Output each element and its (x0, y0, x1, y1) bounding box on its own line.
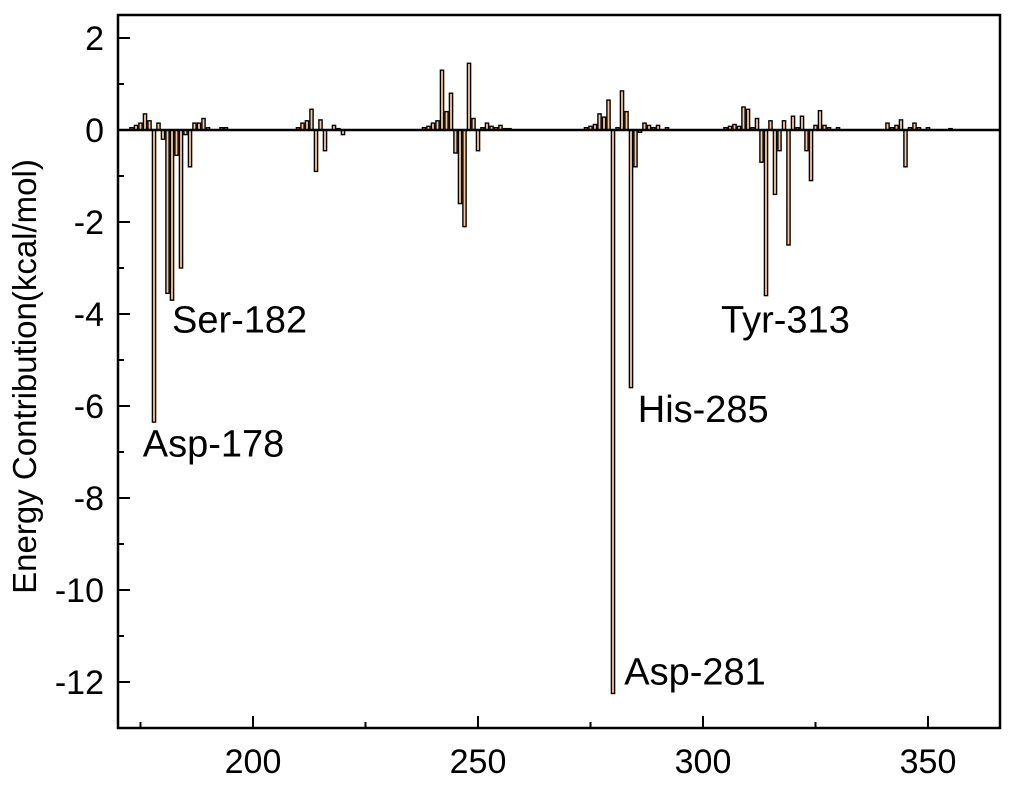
bar (462, 129, 467, 228)
y-tick-label: -8 (74, 480, 104, 518)
bar (453, 129, 458, 154)
annotations-layer: Ser-182 Asp-178 Tyr-313 His-285 Asp-281 (143, 299, 850, 693)
bar (790, 115, 796, 131)
y-tick-label: -10 (55, 572, 104, 610)
bar (624, 110, 629, 131)
plot-frame (116, 13, 1002, 730)
y-tick-label: -4 (74, 296, 104, 334)
y-axis-label: Energy Contribution(kcal/mol) (6, 159, 43, 594)
bar (304, 120, 310, 131)
bar (471, 117, 476, 131)
bar (786, 129, 791, 246)
bar (741, 106, 746, 131)
bar (466, 62, 472, 131)
bar (619, 90, 625, 131)
ticks-layer: 2 0 -2 -4 -6 -8 -10 -12 200 250 300 350 (55, 20, 957, 781)
bar (313, 129, 319, 173)
bar (475, 129, 481, 152)
annotation-label: Asp-178 (143, 424, 285, 466)
bar (322, 129, 328, 152)
bars-layer (129, 62, 953, 695)
y-tick-label: -2 (74, 204, 104, 242)
bar (799, 115, 805, 131)
bar (633, 129, 638, 168)
bar (628, 129, 634, 389)
annotation-label: His-285 (638, 389, 769, 431)
bar (142, 113, 148, 131)
bar (318, 119, 323, 131)
bar (610, 129, 616, 695)
bar (448, 92, 454, 131)
bar (817, 109, 823, 131)
bar (772, 129, 778, 196)
bar (763, 129, 769, 297)
y-tick-label: 2 (85, 20, 104, 58)
bar (781, 120, 787, 131)
x-tick-label: 350 (900, 743, 957, 781)
bar (898, 119, 904, 131)
y-tick-label: -6 (74, 388, 104, 426)
bar (601, 116, 607, 131)
bar (777, 129, 782, 152)
bar (759, 129, 764, 163)
bar (169, 129, 175, 301)
bar (165, 129, 170, 295)
bar (597, 113, 602, 131)
bar (754, 117, 760, 131)
annotation-label: Asp-281 (624, 651, 766, 693)
bar (178, 129, 184, 269)
bar (804, 129, 809, 152)
bar (439, 69, 445, 131)
bar (768, 120, 773, 131)
bar (151, 129, 157, 423)
x-tick-label: 300 (675, 743, 732, 781)
bar (187, 129, 193, 168)
bar (444, 110, 449, 131)
bar (606, 99, 611, 131)
bar (457, 129, 463, 205)
y-tick-label: 0 (85, 112, 104, 150)
bar (745, 108, 751, 131)
bar (435, 120, 440, 131)
bar (160, 129, 166, 140)
bar (174, 129, 179, 156)
bar (201, 117, 206, 131)
x-tick-label: 200 (225, 743, 282, 781)
bar (309, 108, 314, 131)
bar (808, 129, 814, 182)
bar (147, 120, 152, 131)
annotation-label: Ser-182 (172, 299, 307, 341)
x-tick-label: 250 (450, 743, 507, 781)
bar (903, 129, 908, 168)
annotation-label: Tyr-313 (721, 299, 850, 341)
y-tick-label: -12 (55, 664, 104, 702)
